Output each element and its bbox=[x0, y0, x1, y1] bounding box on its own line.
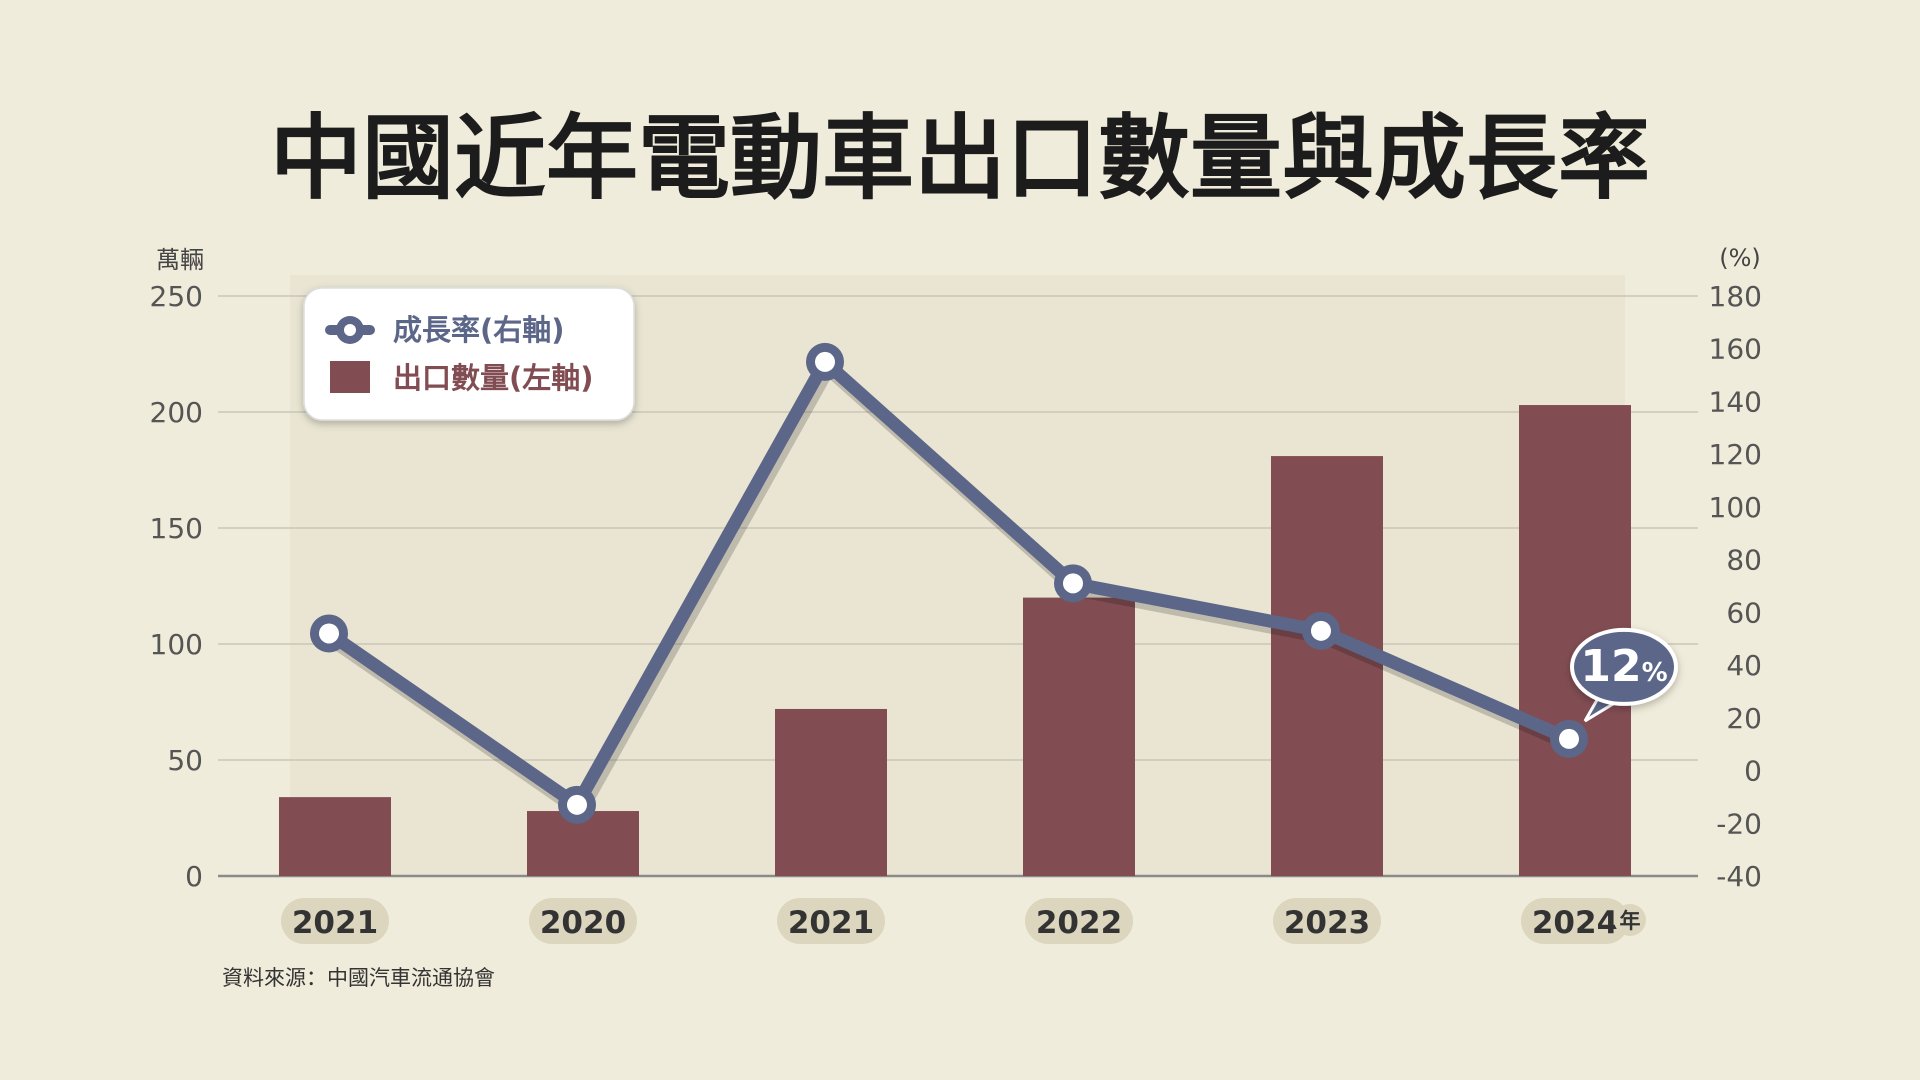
left-tick-label: 200 bbox=[150, 396, 203, 429]
right-tick-label: 140 bbox=[1709, 385, 1762, 418]
right-tick-label: 40 bbox=[1726, 649, 1762, 682]
x-label-pill bbox=[529, 898, 637, 944]
right-tick-label: 60 bbox=[1726, 596, 1762, 629]
right-tick-label: 0 bbox=[1744, 755, 1762, 788]
callout-unit: % bbox=[1642, 658, 1668, 688]
left-tick-label: 150 bbox=[150, 512, 203, 545]
legend-line-label: 成長率(右軸) bbox=[393, 313, 565, 347]
line-point-center bbox=[319, 623, 339, 644]
bar-legend-marker bbox=[330, 361, 370, 393]
legend-bar-label: 出口數量(左軸) bbox=[393, 361, 594, 395]
chart-title: 中國近年電動車出口數量與成長率 bbox=[270, 105, 1650, 212]
x-label-pill bbox=[1025, 898, 1133, 944]
callout-label: 12% bbox=[1580, 641, 1667, 692]
bar-series bbox=[279, 405, 1631, 876]
legend-box bbox=[303, 287, 635, 421]
x-label-pill bbox=[281, 898, 389, 944]
right-axis-ticks: -40 -20 0 20 40 60 80 100 120 140 160 180 bbox=[1709, 280, 1762, 893]
bar bbox=[1271, 456, 1383, 876]
x-tick-label: 2024 bbox=[1532, 905, 1618, 941]
gridlines bbox=[218, 295, 1698, 878]
x-label-pill bbox=[1273, 898, 1381, 944]
line-point-center bbox=[815, 351, 835, 372]
line-series bbox=[310, 342, 1588, 824]
right-axis-unit: (%) bbox=[1719, 244, 1761, 272]
left-tick-label: 50 bbox=[167, 744, 203, 777]
x-tick-label: 2020 bbox=[540, 905, 626, 941]
left-tick-label: 100 bbox=[150, 628, 203, 661]
x-tick-label: 2023 bbox=[1284, 905, 1370, 941]
left-axis-ticks: 0 50 100 150 200 250 bbox=[150, 280, 203, 893]
right-tick-label: 100 bbox=[1709, 491, 1762, 524]
x-tick-label: 2021 bbox=[292, 905, 378, 941]
x-axis-labels: 2021 2020 2021 2022 2023 2024 bbox=[281, 898, 1629, 944]
growth-line bbox=[322, 355, 1576, 812]
line-point-center bbox=[1311, 620, 1331, 641]
legend: 成長率(右軸) 出口數量(左軸) bbox=[303, 287, 635, 421]
bar bbox=[775, 708, 887, 876]
callout-value: 12 bbox=[1580, 641, 1641, 692]
right-tick-label: 120 bbox=[1709, 438, 1762, 471]
left-tick-label: 250 bbox=[150, 280, 203, 313]
left-axis-unit: 萬輛 bbox=[156, 246, 204, 274]
callout-bubble bbox=[1570, 627, 1678, 706]
right-tick-label: -40 bbox=[1716, 860, 1762, 893]
x-label-pill bbox=[777, 898, 885, 944]
x-tick-label: 2021 bbox=[788, 905, 874, 941]
x-axis-unit: 年 bbox=[1620, 909, 1641, 933]
bar bbox=[279, 797, 391, 876]
bar bbox=[1023, 597, 1135, 876]
left-tick-label: 0 bbox=[185, 860, 203, 893]
growth-callout: 12% bbox=[1570, 627, 1678, 723]
source-note: 資料來源：中國汽車流通協會 bbox=[222, 966, 495, 990]
x-label-pill bbox=[1521, 898, 1629, 944]
right-tick-label: 160 bbox=[1709, 333, 1762, 366]
line-point-center bbox=[567, 794, 587, 815]
right-tick-label: 20 bbox=[1726, 702, 1762, 735]
right-tick-label: 180 bbox=[1709, 280, 1762, 313]
line-point-center bbox=[1559, 728, 1579, 749]
x-tick-label: 2022 bbox=[1036, 905, 1122, 941]
x-unit-badge: 年 bbox=[1614, 904, 1646, 936]
line-point-center bbox=[1063, 573, 1083, 594]
line-legend-marker bbox=[325, 316, 375, 344]
right-tick-label: -20 bbox=[1716, 807, 1762, 840]
right-tick-label: 80 bbox=[1726, 544, 1762, 577]
